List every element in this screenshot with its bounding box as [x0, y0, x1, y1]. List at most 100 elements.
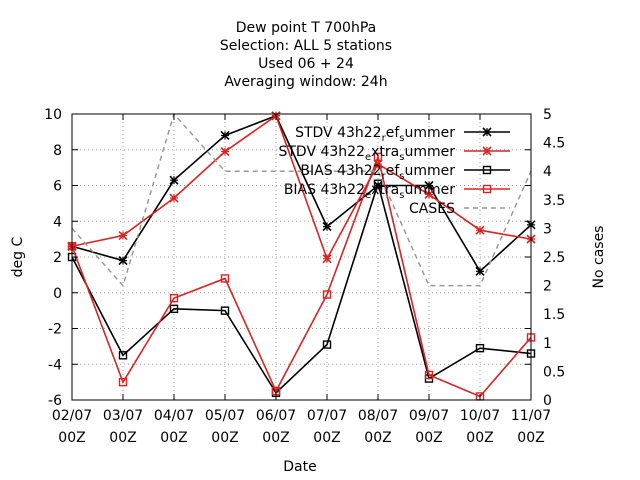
legend-label-part: BIAS 43h22 — [300, 163, 381, 179]
y2-tick-label: 3 — [543, 221, 552, 237]
data-point — [482, 127, 492, 137]
y-tick-label: -4 — [48, 357, 62, 373]
data-point — [220, 306, 230, 315]
y2-tick-label: 4 — [543, 164, 552, 180]
y-tick-label: 2 — [53, 250, 62, 266]
title-line: Used 06 + 24 — [258, 56, 354, 72]
legend-label-part: xtra — [371, 182, 399, 198]
legend-label-part: BIAS 43h22 — [284, 182, 365, 198]
y2-tick-label: 0 — [543, 393, 552, 409]
y2-tick-label: 1 — [543, 336, 552, 352]
data-point — [322, 254, 332, 264]
legend-label-part: STDV 43h22 — [278, 144, 365, 160]
data-point — [475, 343, 485, 353]
x-tick-label-time: 00Z — [313, 430, 340, 446]
y2-tick-label: 2 — [543, 279, 552, 295]
chart-title: Dew point T 700hPa Selection: ALL 5 stati… — [220, 20, 392, 90]
legend-label-part: ummer — [404, 182, 455, 198]
x-tick-label-time: 00Z — [364, 430, 391, 446]
data-point — [482, 184, 492, 194]
y2-tick-label: 0.5 — [543, 364, 565, 380]
data-point — [424, 180, 434, 191]
title-line: Dew point T 700hPa — [236, 20, 376, 36]
series-line — [71, 154, 532, 398]
data-point — [220, 274, 230, 283]
data-point — [373, 152, 383, 162]
series-line — [71, 112, 532, 288]
legend-label-part: s — [399, 133, 404, 144]
x-axis-label: Date — [283, 459, 316, 475]
x-tick-label-date: 10/07 — [460, 408, 500, 424]
data-point — [118, 230, 128, 241]
legend-label-part: ummer — [404, 144, 455, 160]
x-tick-label-date: 11/07 — [511, 408, 551, 424]
legend-label-part: r — [382, 171, 387, 182]
x-tick-label-time: 00Z — [517, 430, 544, 446]
data-point — [475, 266, 485, 276]
legend-label: STDV 43h22refsummer — [295, 125, 455, 144]
series-line — [71, 114, 532, 261]
legend-label-part: s — [399, 190, 404, 201]
title-line: Averaging window: 24h — [224, 74, 387, 90]
legend-label: BIAS 43h22extrasummer — [284, 182, 455, 201]
y-tick-label: 4 — [53, 214, 62, 230]
legend-label: STDV 43h22extrasummer — [278, 144, 455, 163]
x-tick-label-time: 00Z — [109, 430, 136, 446]
data-point — [373, 179, 383, 188]
x-tick-label-date: 02/07 — [52, 408, 92, 424]
data-point — [220, 146, 230, 157]
x-tick-label-time: 00Z — [160, 430, 187, 446]
y-tick-label: 6 — [53, 179, 62, 195]
x-tick-label-date: 07/07 — [307, 408, 347, 424]
x-tick-label-date: 08/07 — [358, 408, 398, 424]
x-tick-label-time: 00Z — [466, 430, 493, 446]
x-tick-label-time: 00Z — [262, 430, 289, 446]
legend-label-part: ummer — [404, 163, 455, 179]
legend-label: BIAS 43h22refsummer — [300, 163, 455, 182]
y2-tick-label: 4.5 — [543, 136, 565, 152]
y2-tick-label: 3.5 — [543, 193, 565, 209]
legend-label: CASES — [409, 201, 455, 217]
x-tick-label-date: 03/07 — [103, 408, 143, 424]
legend-label-part: CASES — [409, 201, 455, 217]
legend-label-part: r — [382, 133, 387, 144]
legend-label-part: e — [365, 152, 371, 163]
data-point — [169, 293, 179, 303]
x-tick-label-date: 09/07 — [409, 408, 449, 424]
y2-tick-label: 2.5 — [543, 250, 565, 266]
title-line: Selection: ALL 5 stations — [220, 38, 392, 54]
legend-label-part: ef — [386, 125, 401, 141]
legend-label-part: STDV 43h22 — [295, 125, 382, 141]
data-point — [475, 225, 485, 235]
y-tick-label: -2 — [48, 322, 62, 338]
data-point — [118, 256, 128, 266]
x-tick-label-date: 05/07 — [205, 408, 245, 424]
x-tick-label-time: 00Z — [415, 430, 442, 446]
data-point — [169, 193, 179, 203]
data-point — [220, 130, 230, 141]
x-tick-label-time: 00Z — [211, 430, 238, 446]
data-point — [169, 304, 179, 314]
data-point — [169, 175, 179, 185]
y-tick-label: 0 — [53, 286, 62, 302]
x-tick-label-date: 04/07 — [154, 408, 194, 424]
data-point — [322, 290, 332, 299]
y2-tick-label: 1.5 — [543, 307, 565, 323]
y-axis-label: deg C — [10, 236, 26, 277]
data-point — [118, 351, 128, 360]
data-point — [322, 340, 332, 349]
legend-label-part: s — [399, 171, 404, 182]
data-point — [482, 165, 492, 175]
series-4 — [71, 112, 532, 288]
x-tick-label-time: 00Z — [58, 430, 85, 446]
axes: -6 -4 -2 0 2 4 6 8 10 0 0.5 1 1.5 2 2.5 3 3.5 4 4.5 5 02/07 0… — [44, 107, 565, 446]
series-line — [71, 180, 532, 395]
y2-axis-label: No cases — [591, 226, 607, 289]
data-point — [118, 377, 128, 387]
legend-label-part: ummer — [404, 125, 455, 141]
legend-label-part: s — [399, 152, 404, 163]
data-point — [424, 370, 434, 380]
x-tick-label-date: 06/07 — [256, 408, 296, 424]
